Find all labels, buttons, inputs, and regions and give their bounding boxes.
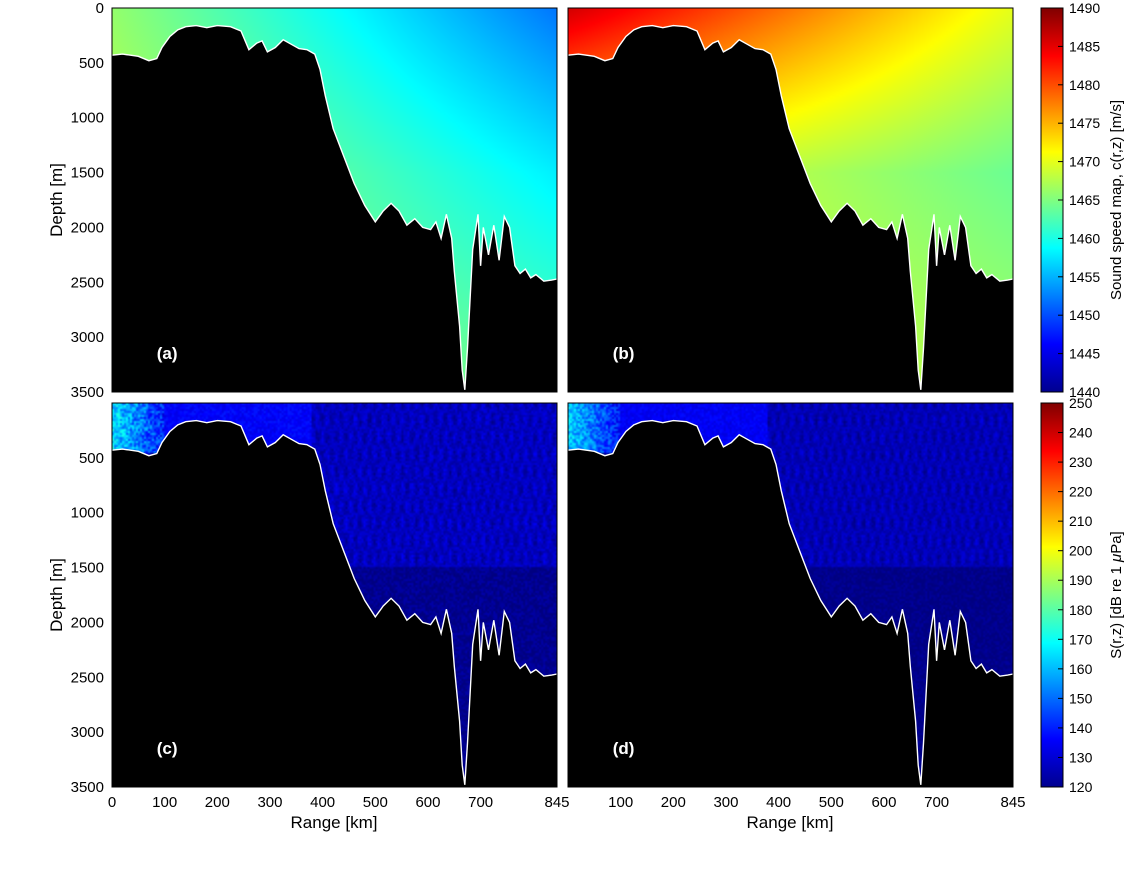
panel-c-y-tick-label: 500 — [79, 450, 104, 467]
colorbar-spl-gradient — [1040, 402, 1064, 788]
colorbar-spl-tick-label: 220 — [1069, 484, 1093, 500]
panel-a-frame — [111, 7, 558, 393]
panel-a-y-tick-label: 2500 — [71, 274, 104, 291]
panel-a-y-tick-label: 500 — [79, 55, 104, 72]
colorbar-spl-label-prefix: S(r,z) [dB re 1 — [1108, 562, 1125, 659]
colorbar-spl: 120 130 140 150 160 170 180 190 200 210 220 230 240 2… — [1040, 395, 1125, 795]
colorbar-spl-tick-label: 160 — [1069, 661, 1093, 677]
panel-a-y-tick-label: 1500 — [71, 165, 104, 182]
colorbar-spl-tick-label: 150 — [1069, 690, 1093, 706]
panel-c-seafloor-line — [111, 419, 558, 785]
panel-d-x-tick-label: 200 — [661, 794, 686, 811]
panel-a-y-tick-label: 3500 — [71, 384, 104, 401]
colorbar-spl-tick-label: 120 — [1069, 779, 1093, 795]
y-axis-label-top: Depth [m] — [47, 163, 66, 237]
colorbar-spl-ticks: 120 130 140 150 160 170 180 190 200 210 220 230 240 2… — [1058, 395, 1093, 795]
colorbar-sound-speed-label: Sound speed map, c(r,z) [m/s] — [1108, 100, 1125, 300]
panel-c-y-tick-label: 2000 — [71, 614, 104, 631]
colorbar-spl-tick-label: 230 — [1069, 454, 1093, 470]
colorbar-spl-tick-label: 170 — [1069, 631, 1093, 647]
colorbar-spl-tick-label: 180 — [1069, 602, 1093, 618]
colorbar-spl-label-mu: μ — [1108, 554, 1125, 563]
colorbar-sound-speed-tick-label: 1460 — [1069, 230, 1100, 246]
panel-a-y-ticks: 0 500 1000 1500 2000 2500 3000 3500 — [71, 0, 117, 401]
panel-c-y-ticks: 500 1000 1500 2000 2500 3000 3500 — [71, 450, 117, 796]
panel-a-label: (a) — [157, 344, 178, 363]
panel-c-frame — [111, 402, 558, 788]
panel-d-x-ticks: 100 200 300 400 500 600 700 845 — [608, 782, 1026, 811]
panel-c-x-tick-label: 845 — [544, 794, 569, 811]
panel-d-x-tick-label: 300 — [713, 794, 738, 811]
colorbar-sound-speed-tick-label: 1465 — [1069, 192, 1100, 208]
panel-b-seafloor — [568, 25, 1013, 392]
x-axis-label-right: Range [km] — [747, 813, 834, 832]
colorbar-sound-speed-tick-label: 1485 — [1069, 38, 1100, 54]
colorbar-spl-label-suffix: Pa] — [1108, 531, 1125, 554]
panel-b-seafloor-line — [567, 24, 1014, 390]
colorbar-sound-speed-tick-label: 1490 — [1069, 0, 1100, 16]
panel-d-seafloor — [568, 420, 1013, 787]
colorbar-sound-speed: 1440 1445 1450 1455 1460 1465 1470 1475 1480 1485… — [1040, 0, 1125, 400]
panel-d-frame — [567, 402, 1014, 788]
panel-b: (b) — [567, 7, 1014, 393]
panel-c-x-tick-label: 0 — [108, 794, 116, 811]
panel-d-x-tick-label: 500 — [819, 794, 844, 811]
panel-c-x-tick-label: 200 — [205, 794, 230, 811]
colorbar-sound-speed-tick-label: 1450 — [1069, 307, 1100, 323]
colorbar-spl-label: S(r,z) [dB re 1 μPa] — [1108, 531, 1125, 658]
panel-c-x-tick-label: 500 — [363, 794, 388, 811]
panel-a-seafloor — [112, 25, 557, 392]
panel-b-label: (b) — [613, 344, 635, 363]
panel-c: (c) 500 1000 1500 2000 2500 3000 3500 0 100 200 3… — [71, 402, 570, 811]
panel-a-y-tick-label: 0 — [96, 0, 104, 17]
panel-c-x-ticks: 0 100 200 300 400 500 600 700 845 — [108, 782, 570, 811]
colorbar-sound-speed-tick-label: 1475 — [1069, 115, 1100, 131]
y-axis-label-bottom: Depth [m] — [47, 558, 66, 632]
colorbar-sound-speed-tick-label: 1455 — [1069, 269, 1100, 285]
colorbar-spl-tick-label: 210 — [1069, 513, 1093, 529]
panel-d-x-tick-label: 600 — [871, 794, 896, 811]
panel-d-x-tick-label: 700 — [924, 794, 949, 811]
panel-d: (d) 100 200 300 400 500 600 700 845 — [567, 402, 1026, 811]
colorbar-spl-tick-label: 190 — [1069, 572, 1093, 588]
panel-c-x-tick-label: 700 — [468, 794, 493, 811]
panel-d-seafloor-line — [567, 419, 1014, 785]
panel-a-y-tick-label: 2000 — [71, 219, 104, 236]
panel-d-label: (d) — [613, 739, 635, 758]
panel-d-x-tick-label: 845 — [1000, 794, 1025, 811]
panel-a-seafloor-line — [111, 24, 558, 390]
colorbar-sound-speed-tick-label: 1480 — [1069, 77, 1100, 93]
panel-c-label: (c) — [157, 739, 178, 758]
panel-c-x-tick-label: 400 — [310, 794, 335, 811]
panel-c-y-tick-label: 3500 — [71, 779, 104, 796]
colorbar-sound-speed-ticks: 1440 1445 1450 1455 1460 1465 1470 1475 1480 1485… — [1058, 0, 1100, 400]
colorbar-sound-speed-tick-label: 1440 — [1069, 384, 1100, 400]
colorbar-spl-tick-label: 250 — [1069, 395, 1093, 411]
panel-c-y-tick-label: 1000 — [71, 505, 104, 522]
panel-c-y-tick-label: 3000 — [71, 724, 104, 741]
panel-a: (a) 0 500 1000 1500 2000 2500 3000 3500 — [71, 0, 558, 401]
panel-a-y-tick-label: 3000 — [71, 329, 104, 346]
panel-c-x-tick-label: 100 — [152, 794, 177, 811]
panel-c-x-tick-label: 600 — [415, 794, 440, 811]
colorbar-spl-tick-label: 240 — [1069, 425, 1093, 441]
colorbar-sound-speed-tick-label: 1470 — [1069, 154, 1100, 170]
panel-d-x-tick-label: 100 — [608, 794, 633, 811]
panel-c-x-tick-label: 300 — [257, 794, 282, 811]
panel-b-frame — [567, 7, 1014, 393]
panel-d-x-tick-label: 400 — [766, 794, 791, 811]
panel-a-y-tick-label: 1000 — [71, 110, 104, 127]
colorbar-spl-tick-label: 140 — [1069, 720, 1093, 736]
panel-c-y-tick-label: 1500 — [71, 560, 104, 577]
colorbar-spl-tick-label: 200 — [1069, 543, 1093, 559]
x-axis-label-left: Range [km] — [291, 813, 378, 832]
colorbar-sound-speed-tick-label: 1445 — [1069, 346, 1100, 362]
colorbar-spl-tick-label: 130 — [1069, 749, 1093, 765]
panel-c-seafloor — [112, 420, 557, 787]
panel-c-y-tick-label: 2500 — [71, 669, 104, 686]
